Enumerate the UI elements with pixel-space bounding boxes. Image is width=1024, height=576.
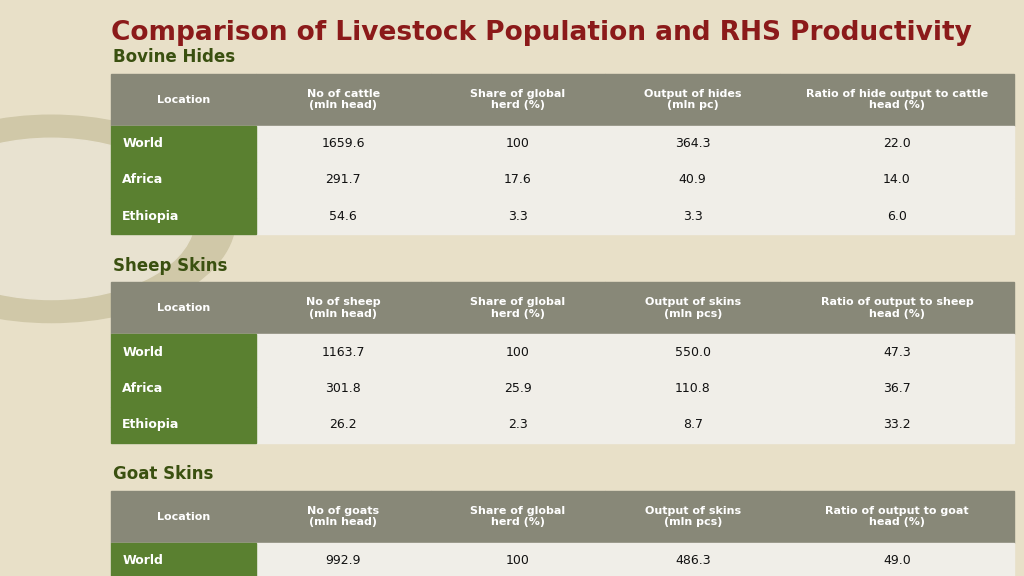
Text: 291.7: 291.7 xyxy=(326,173,361,187)
Text: Output of skins
(mln pcs): Output of skins (mln pcs) xyxy=(645,297,740,319)
Text: Ethiopia: Ethiopia xyxy=(122,210,179,223)
Text: 301.8: 301.8 xyxy=(326,382,361,395)
Bar xyxy=(111,126,1014,162)
Text: 486.3: 486.3 xyxy=(675,554,711,567)
Text: 6.0: 6.0 xyxy=(887,210,907,223)
Text: 992.9: 992.9 xyxy=(326,554,361,567)
Text: Ratio of output to goat
head (%): Ratio of output to goat head (%) xyxy=(825,506,969,528)
Text: 36.7: 36.7 xyxy=(883,382,910,395)
Text: 25.9: 25.9 xyxy=(504,382,531,395)
Bar xyxy=(431,74,605,126)
Bar xyxy=(256,282,431,334)
Text: 100: 100 xyxy=(506,137,530,150)
Bar xyxy=(780,282,1014,334)
Bar xyxy=(111,543,1014,576)
Text: 40.9: 40.9 xyxy=(679,173,707,187)
Text: World: World xyxy=(122,346,163,359)
Text: Location: Location xyxy=(157,511,210,522)
Bar xyxy=(605,282,780,334)
Bar xyxy=(605,74,780,126)
Text: No of goats
(mln head): No of goats (mln head) xyxy=(307,506,379,528)
Bar xyxy=(256,491,431,543)
Text: Ethiopia: Ethiopia xyxy=(122,418,179,431)
Text: Bovine Hides: Bovine Hides xyxy=(113,48,234,66)
Circle shape xyxy=(0,138,195,300)
Text: World: World xyxy=(122,554,163,567)
Bar xyxy=(111,334,1014,370)
Bar xyxy=(256,74,431,126)
Text: Share of global
herd (%): Share of global herd (%) xyxy=(470,506,565,528)
Bar xyxy=(111,334,256,370)
Bar xyxy=(111,370,1014,407)
Text: 33.2: 33.2 xyxy=(883,418,910,431)
Text: 100: 100 xyxy=(506,554,530,567)
Bar xyxy=(111,162,256,198)
Text: 3.3: 3.3 xyxy=(508,210,528,223)
Bar xyxy=(111,543,256,576)
Text: Africa: Africa xyxy=(122,382,164,395)
Text: 1163.7: 1163.7 xyxy=(322,346,365,359)
Text: Ratio of hide output to cattle
head (%): Ratio of hide output to cattle head (%) xyxy=(806,89,988,111)
Text: 3.3: 3.3 xyxy=(683,210,702,223)
Text: 22.0: 22.0 xyxy=(883,137,910,150)
Text: No of sheep
(mln head): No of sheep (mln head) xyxy=(306,297,381,319)
Bar xyxy=(431,491,605,543)
Text: 47.3: 47.3 xyxy=(883,346,910,359)
Text: Output of hides
(mln pc): Output of hides (mln pc) xyxy=(644,89,741,111)
Text: Share of global
herd (%): Share of global herd (%) xyxy=(470,89,565,111)
Text: Share of global
herd (%): Share of global herd (%) xyxy=(470,297,565,319)
Text: Comparison of Livestock Population and RHS Productivity: Comparison of Livestock Population and R… xyxy=(111,20,972,46)
Text: Goat Skins: Goat Skins xyxy=(113,465,213,483)
Bar xyxy=(111,198,256,234)
Bar xyxy=(111,282,256,334)
Text: Sheep Skins: Sheep Skins xyxy=(113,256,227,275)
Text: 26.2: 26.2 xyxy=(330,418,357,431)
Text: Location: Location xyxy=(157,303,210,313)
Bar xyxy=(431,282,605,334)
Bar xyxy=(111,407,256,443)
Bar xyxy=(111,126,256,162)
Bar xyxy=(780,491,1014,543)
Text: 2.3: 2.3 xyxy=(508,418,528,431)
Text: Africa: Africa xyxy=(122,173,164,187)
Circle shape xyxy=(0,115,236,323)
Text: 364.3: 364.3 xyxy=(675,137,711,150)
Bar xyxy=(111,162,1014,198)
Text: Output of skins
(mln pcs): Output of skins (mln pcs) xyxy=(645,506,740,528)
Bar xyxy=(780,74,1014,126)
Bar xyxy=(605,491,780,543)
Text: 17.6: 17.6 xyxy=(504,173,531,187)
Text: 100: 100 xyxy=(506,346,530,359)
Text: World: World xyxy=(122,137,163,150)
Text: 14.0: 14.0 xyxy=(883,173,910,187)
Bar xyxy=(111,74,256,126)
Bar xyxy=(111,407,1014,443)
Text: 110.8: 110.8 xyxy=(675,382,711,395)
Bar xyxy=(111,198,1014,234)
Text: Location: Location xyxy=(157,94,210,105)
Text: 550.0: 550.0 xyxy=(675,346,711,359)
Text: Ratio of output to sheep
head (%): Ratio of output to sheep head (%) xyxy=(820,297,974,319)
Text: 1659.6: 1659.6 xyxy=(322,137,365,150)
Text: 49.0: 49.0 xyxy=(883,554,910,567)
Bar xyxy=(111,370,256,407)
Bar xyxy=(111,491,256,543)
Text: 8.7: 8.7 xyxy=(683,418,702,431)
Text: 54.6: 54.6 xyxy=(330,210,357,223)
Text: No of cattle
(mln head): No of cattle (mln head) xyxy=(307,89,380,111)
